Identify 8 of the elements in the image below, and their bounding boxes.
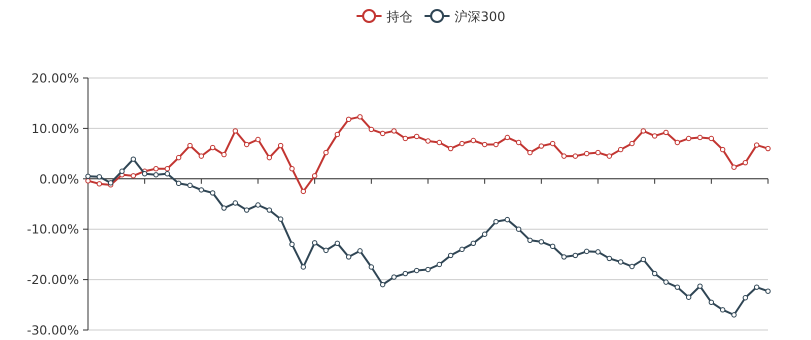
y-tick-label: -10.00%	[26, 222, 80, 237]
y-tick-label: 10.00%	[31, 120, 80, 136]
y-tick-label: 0.00%	[39, 171, 80, 186]
y-tick-label: -30.00%	[26, 322, 80, 338]
y-tick-label: -20.00%	[26, 272, 80, 288]
legend-label: 沪深300	[454, 9, 506, 25]
legend-label: 持仓	[386, 10, 413, 25]
y-tick-label: 20.00%	[31, 70, 80, 86]
